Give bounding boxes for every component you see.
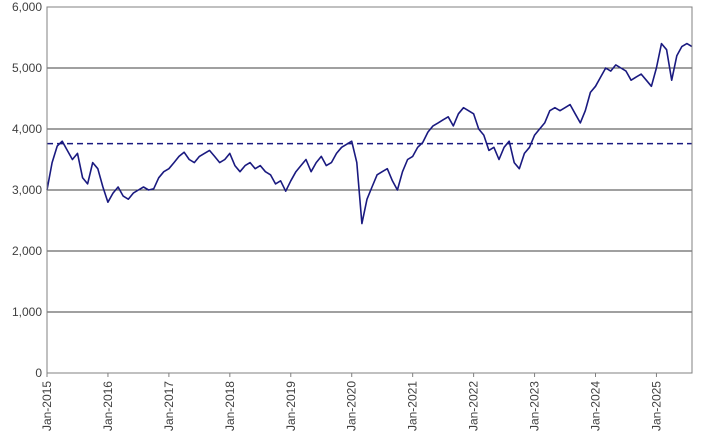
y-tick-label: 1,000 [12,305,42,319]
x-tick-label: Jan-2019 [284,381,298,431]
x-tick-label: Jan-2025 [649,381,663,431]
series-layer [46,42,693,225]
y-tick-label: 6,000 [12,0,42,14]
x-tick-label: Jan-2018 [223,381,237,431]
y-tick-label: 4,000 [12,122,42,136]
y-tick-label: 3,000 [12,183,42,197]
y-tick-label: 5,000 [12,61,42,75]
x-tick-label: Jan-2021 [406,381,420,431]
gridlines [47,6,692,374]
x-tick-label: Jan-2016 [101,381,115,431]
y-axis-tick-labels: 0 1,000 2,000 3,000 4,000 5,000 6,000 [12,0,42,380]
x-tick-label: Jan-2017 [162,381,176,431]
x-tick-label: Jan-2024 [589,381,603,431]
y-tick-label: 2,000 [12,244,42,258]
series-line-0 [46,42,693,225]
y-tick-label: 0 [35,366,42,380]
x-tick-label: Jan-2015 [40,381,54,431]
x-tick-label: Jan-2023 [528,381,542,431]
plot-area-frame [46,6,693,374]
x-tick-label: Jan-2022 [467,381,481,431]
x-tick-label: Jan-2020 [345,381,359,431]
x-axis-tick-labels: Jan-2015 Jan-2016 Jan-2017 Jan-2018 Jan-2019… [40,373,663,431]
